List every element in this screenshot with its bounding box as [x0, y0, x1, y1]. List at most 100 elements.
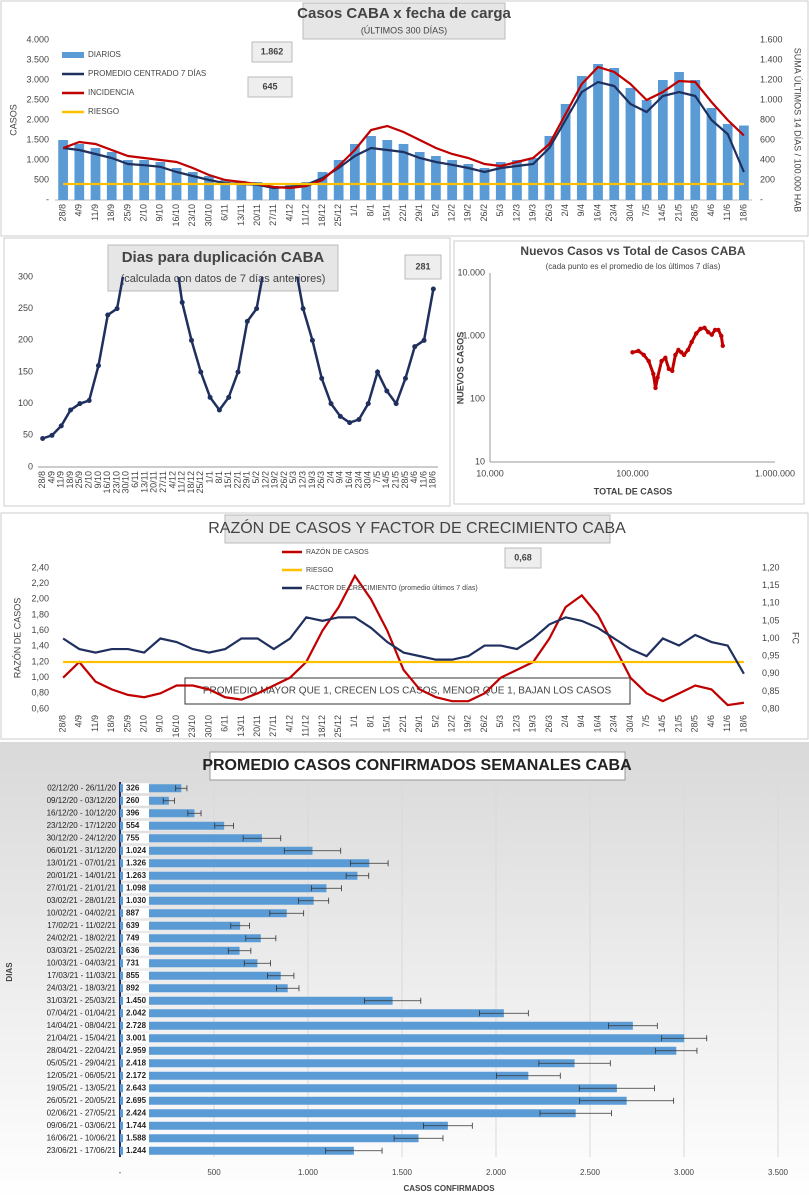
x-tick-label: 18/6 [428, 471, 438, 489]
y-tick-label: 10/03/21 - 04/03/21 [47, 958, 117, 967]
label-bg [123, 845, 149, 856]
x-tick-label: 23/10 [187, 715, 197, 738]
x-tick-label: 500 [207, 1168, 221, 1177]
yticks-label: 4.000 [26, 34, 49, 44]
point [666, 366, 672, 372]
point [365, 401, 371, 407]
x-tick-label: 19/2 [270, 471, 280, 489]
x-tick-label: 10.000 [476, 468, 504, 478]
x-tick-label: 6/11 [130, 471, 140, 488]
x-tick-label: 9/10 [155, 204, 165, 222]
x-tick-label: 25/12 [333, 715, 343, 738]
point [216, 407, 222, 413]
error-bar [364, 997, 422, 1004]
yticks-label: 1.500 [26, 134, 49, 144]
error-bar [242, 835, 282, 842]
bar [74, 144, 85, 200]
annotation-box [504, 547, 542, 569]
bar [90, 148, 101, 200]
yticks-label: 2.500 [26, 94, 49, 104]
bar [120, 1121, 448, 1130]
label-bg [123, 1133, 149, 1144]
y2ticks-label: 0,80 [762, 703, 780, 713]
y-tick-label: 10/02/21 - 04/02/21 [47, 908, 117, 917]
yticks-label: - [46, 194, 49, 204]
x-tick-label: 21/5 [391, 471, 401, 489]
y2ticks-label: 1.600 [760, 34, 783, 44]
point [641, 352, 646, 358]
x-tick-label: 4/9 [74, 715, 84, 728]
point [198, 369, 204, 375]
error-bar [538, 1060, 611, 1067]
point [636, 348, 641, 354]
point [40, 436, 46, 441]
y2ticks-label: 1,05 [762, 615, 780, 625]
x-tick-label: 30/4 [625, 204, 635, 222]
value-label: 855 [126, 971, 140, 980]
label-bg [123, 883, 149, 894]
chart-title: Dias para duplicación CABA [122, 249, 325, 266]
x-tick-label: 8/1 [365, 204, 375, 217]
bar [120, 821, 225, 830]
x-tick-label: 23/4 [353, 471, 363, 489]
bar [576, 76, 587, 200]
label-bg [123, 783, 149, 794]
x-tick-label: 11/9 [56, 471, 66, 488]
bar [560, 104, 571, 200]
x-tick-label: 3.000 [674, 1168, 695, 1177]
yticks-label: 2.000 [26, 114, 49, 124]
error-bar [539, 1110, 612, 1117]
chart-subtitle: (cada punto es el promedio de los último… [546, 262, 721, 271]
x-tick-label: 7/5 [641, 715, 651, 728]
x-tick-label: 15/1 [223, 471, 233, 489]
bar [106, 152, 117, 200]
point [651, 371, 656, 377]
bar [204, 176, 214, 200]
x-tick-label: 30/4 [363, 471, 373, 489]
x-tick-label: 22/1 [398, 204, 408, 222]
yticks-label: 300 [18, 271, 33, 281]
bar [120, 1059, 575, 1068]
label-bg [123, 933, 149, 944]
point [670, 368, 675, 374]
x-tick-label: 11/9 [90, 715, 100, 732]
x-tick-label: 4/12 [284, 715, 294, 733]
y-tick-label: 03/03/21 - 25/02/21 [47, 946, 117, 955]
y2ticks-label: - [760, 194, 763, 204]
x-axis-label: TOTAL DE CASOS [594, 486, 673, 496]
bar [120, 1021, 633, 1030]
x-tick-label: 6/11 [220, 204, 230, 221]
x-tick-label: 11/6 [722, 204, 732, 221]
x-tick-label: 5/2 [430, 204, 440, 217]
x-tick-label: 29/1 [414, 204, 424, 222]
value-label: 326 [126, 783, 140, 792]
error-bar [655, 1047, 698, 1054]
y2ticks-label: 1,00 [762, 633, 780, 643]
value-label: 639 [126, 921, 140, 930]
annotation-box [251, 41, 293, 63]
x-tick-label: 26/2 [279, 471, 289, 489]
bar [120, 921, 241, 930]
error-bar [175, 785, 188, 792]
bar [512, 160, 522, 200]
x-tick-label: 18/6 [738, 715, 748, 733]
y-axis-label: DIAS [5, 962, 14, 982]
y-tick-label: 16/12/20 - 10/12/20 [47, 808, 117, 817]
x-tick-label: 14/5 [657, 204, 667, 222]
x-tick-label: 30/10 [203, 715, 213, 738]
series-line [62, 573, 745, 707]
point [663, 355, 668, 361]
bar [447, 160, 457, 200]
value-label: 2.418 [126, 1058, 147, 1067]
y-tick-label: 14/04/21 - 08/04/21 [47, 1021, 117, 1030]
value-label: 2.695 [126, 1096, 147, 1105]
x-tick-label: 4/12 [167, 471, 177, 489]
point [681, 352, 687, 358]
x-tick-label: 28/5 [400, 471, 410, 489]
x-tick-label: 15/1 [382, 715, 392, 733]
y2ticks-label: 800 [760, 114, 775, 124]
point [412, 344, 418, 350]
error-bar [608, 1022, 658, 1029]
x-tick-label: 16/4 [592, 715, 602, 733]
y-tick-label: 16/06/21 - 10/06/21 [47, 1133, 117, 1142]
